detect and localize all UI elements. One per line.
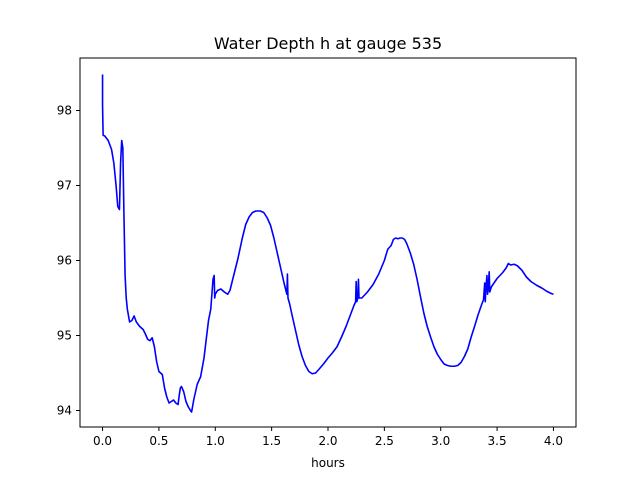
x-tick-label: 3.0 (431, 434, 450, 448)
plot-area (80, 58, 576, 427)
y-tick-label: 98 (57, 104, 72, 118)
y-tick-label: 95 (57, 329, 72, 343)
x-tick-label: 2.5 (375, 434, 394, 448)
x-tick-label: 3.5 (488, 434, 507, 448)
x-tick-label: 2.0 (318, 434, 337, 448)
x-tick-label: 0.5 (149, 434, 168, 448)
plot-frame (79, 57, 577, 428)
y-tick-label: 96 (57, 254, 72, 268)
x-tick-label: 0.0 (93, 434, 112, 448)
data-layer (101, 74, 554, 413)
y-tick-label: 94 (57, 404, 72, 418)
x-axis-title: hours (311, 456, 345, 470)
x-tick-label: 1.0 (206, 434, 225, 448)
x-tick-label: 1.5 (262, 434, 281, 448)
tick-layer: 0.0 0.5 1.0 1.5 2.0 2.5 3.0 3.5 4.0 94 95 96 97 98 (57, 104, 563, 449)
series-line (101, 74, 554, 413)
chart-title: Water Depth h at gauge 535 (214, 34, 442, 53)
y-tick-label: 97 (57, 179, 72, 193)
x-tick-label: 4.0 (544, 434, 563, 448)
